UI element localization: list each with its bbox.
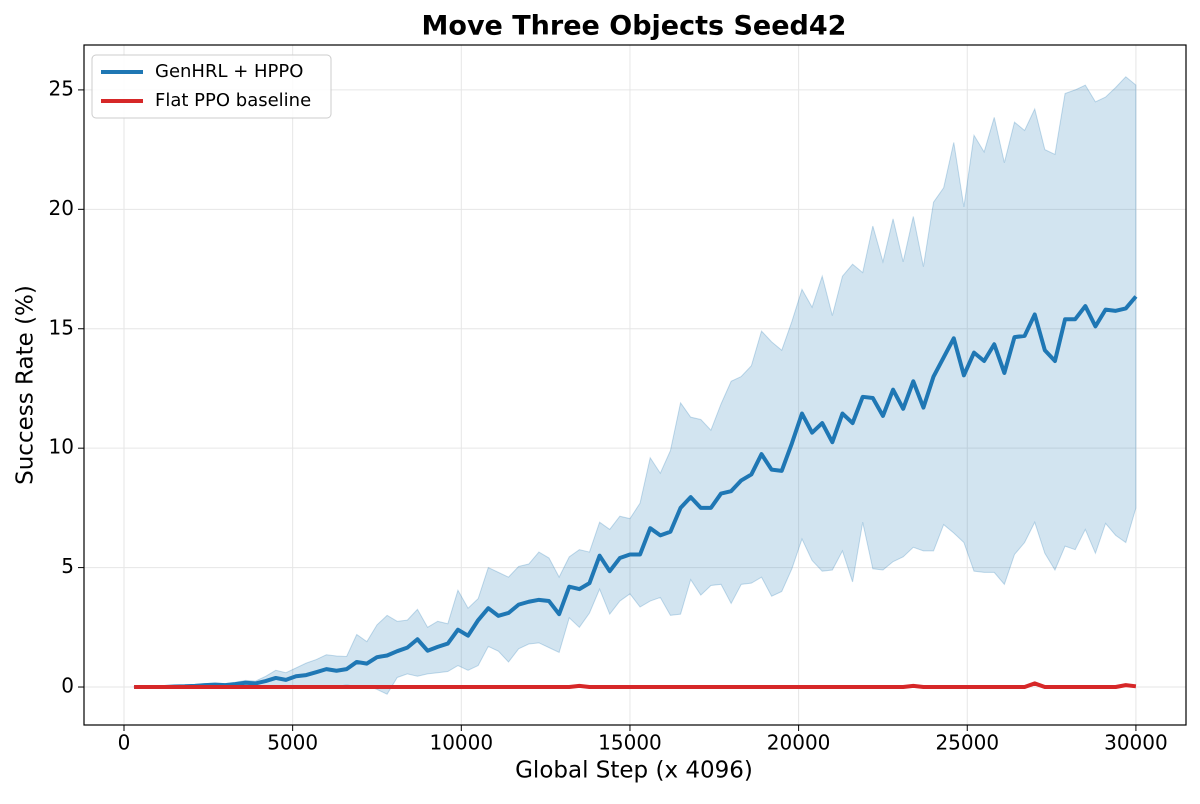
series-line bbox=[134, 681, 1137, 690]
y-tick-label: 25 bbox=[49, 76, 74, 100]
x-tick-label: 15000 bbox=[598, 731, 662, 755]
plot-frame bbox=[83, 44, 1187, 726]
y-tick-label: 10 bbox=[49, 435, 74, 459]
legend-box bbox=[91, 54, 332, 119]
legend-label: GenHRL + HPPO bbox=[155, 61, 303, 82]
y-axis-label: Success Rate (%) bbox=[13, 285, 39, 485]
x-tick-label: 20000 bbox=[767, 731, 831, 755]
y-tick-label: 15 bbox=[49, 315, 74, 339]
x-axis-label: Global Step (x 4096) bbox=[515, 758, 753, 784]
series-line bbox=[134, 295, 1138, 690]
x-tick-label: 0 bbox=[118, 731, 131, 755]
x-tick-label: 25000 bbox=[935, 731, 999, 755]
y-tick-label: 20 bbox=[49, 196, 74, 220]
confidence-band bbox=[133, 76, 1137, 695]
x-tick-label: 10000 bbox=[429, 731, 493, 755]
chart-title: Move Three Objects Seed42 bbox=[422, 11, 847, 42]
y-tick-label: 0 bbox=[61, 674, 74, 698]
y-tick-label: 5 bbox=[61, 554, 74, 578]
x-tick-label: 30000 bbox=[1104, 731, 1168, 755]
legend-label: Flat PPO baseline bbox=[155, 90, 311, 111]
x-tick-label: 5000 bbox=[267, 731, 318, 755]
